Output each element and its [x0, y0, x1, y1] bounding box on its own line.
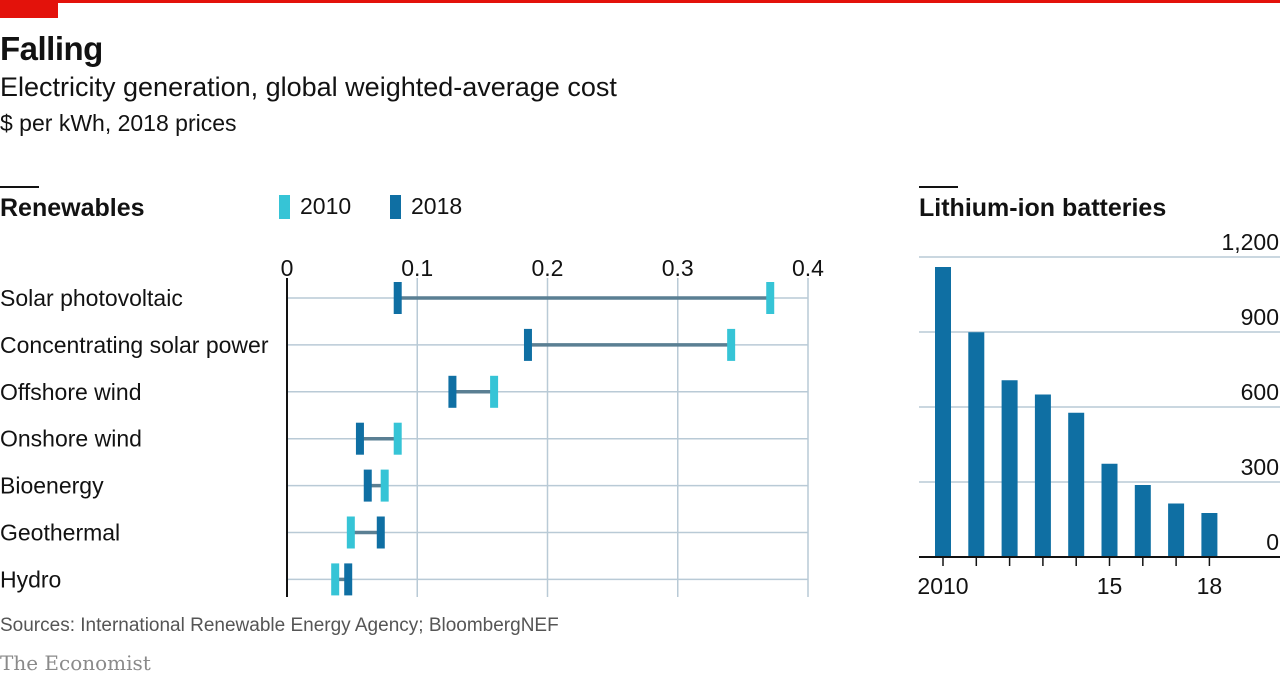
- x-tick-label: 0.2: [532, 255, 564, 281]
- marker-2010-onshore-wind: [393, 422, 402, 455]
- batteries-panel-rule: [919, 186, 958, 188]
- bar-2011: [968, 332, 985, 557]
- chart-unit: $ per kWh, 2018 prices: [0, 110, 237, 136]
- batteries-bar-chart: 0 300 600 900 1,200 2010 15 18: [917, 229, 1280, 599]
- x-tick-label-2018: 18: [1197, 573, 1223, 599]
- marker-2010-bioenergy: [380, 469, 389, 502]
- marker-2018-geothermal: [376, 516, 385, 549]
- bar-2015: [1101, 463, 1118, 557]
- category-label-onshore-wind: Onshore wind: [0, 426, 142, 452]
- legend-swatch-2010: [279, 194, 290, 219]
- category-label-offshore-wind: Offshore wind: [0, 379, 141, 405]
- legend-item-2018: 2018: [390, 193, 462, 220]
- legend-swatch-2018: [390, 194, 401, 219]
- bar-2014: [1068, 412, 1085, 557]
- y-tick-label: 1,200: [1221, 229, 1279, 255]
- marker-2010-geothermal: [346, 516, 355, 549]
- bar-2012: [1001, 380, 1018, 557]
- marker-2018-onshore-wind: [355, 422, 364, 455]
- renewables-dumbbell-chart: 0 0.1 0.2 0.3 0.4 Solar photovoltaic Concentra…: [0, 255, 824, 597]
- renewables-panel-rule: [0, 186, 39, 188]
- brand-logo: The Economist: [0, 651, 151, 675]
- top-accent-rule: [0, 0, 1280, 3]
- category-label-solar-photovoltaic: Solar photovoltaic: [0, 285, 183, 311]
- marker-2010-solar-photovoltaic: [766, 282, 775, 314]
- marker-2018-hydro: [344, 563, 353, 596]
- x-tick-label: 0.4: [792, 255, 824, 281]
- y-tick-label: 300: [1241, 454, 1279, 480]
- legend-item-2010: 2010: [279, 193, 351, 220]
- x-tick-label: 0.3: [662, 255, 694, 281]
- marker-2010-offshore-wind: [490, 375, 499, 408]
- category-label-concentrating-solar-power: Concentrating solar power: [0, 332, 269, 358]
- marker-2018-concentrating-solar-power: [523, 328, 532, 361]
- marker-2010-concentrating-solar-power: [727, 328, 736, 361]
- marker-2018-solar-photovoltaic: [393, 282, 402, 314]
- bar-2017: [1168, 503, 1185, 557]
- marker-2018-bioenergy: [363, 469, 372, 502]
- y-tick-label: 900: [1241, 304, 1279, 330]
- x-tick-label-2010: 2010: [917, 573, 968, 599]
- chart-title: Falling: [0, 30, 103, 67]
- category-label-hydro: Hydro: [0, 566, 61, 592]
- bar-2010: [935, 267, 951, 557]
- legend-label-2018: 2018: [411, 193, 463, 219]
- y-tick-label: 600: [1241, 379, 1279, 405]
- renewables-panel-title: Renewables: [0, 194, 145, 222]
- category-label-bioenergy: Bioenergy: [0, 473, 104, 499]
- bar-2018: [1201, 513, 1218, 557]
- legend-label-2010: 2010: [300, 193, 352, 219]
- bar-2013: [1034, 394, 1051, 557]
- marker-2010-hydro: [331, 563, 340, 596]
- x-tick-label: 0.1: [401, 255, 433, 281]
- batteries-panel-title: Lithium-ion batteries: [919, 194, 1167, 222]
- chart-subtitle: Electricity generation, global weighted-…: [0, 72, 617, 102]
- top-accent-flag: [0, 0, 58, 18]
- x-tick-label: 0: [281, 255, 294, 281]
- y-tick-label: 0: [1266, 529, 1279, 555]
- category-label-geothermal: Geothermal: [0, 520, 120, 546]
- source-note: Sources: International Renewable Energy …: [0, 615, 559, 636]
- bar-2016: [1134, 485, 1151, 557]
- x-tick-label-2015: 15: [1097, 573, 1123, 599]
- marker-2018-offshore-wind: [448, 375, 457, 408]
